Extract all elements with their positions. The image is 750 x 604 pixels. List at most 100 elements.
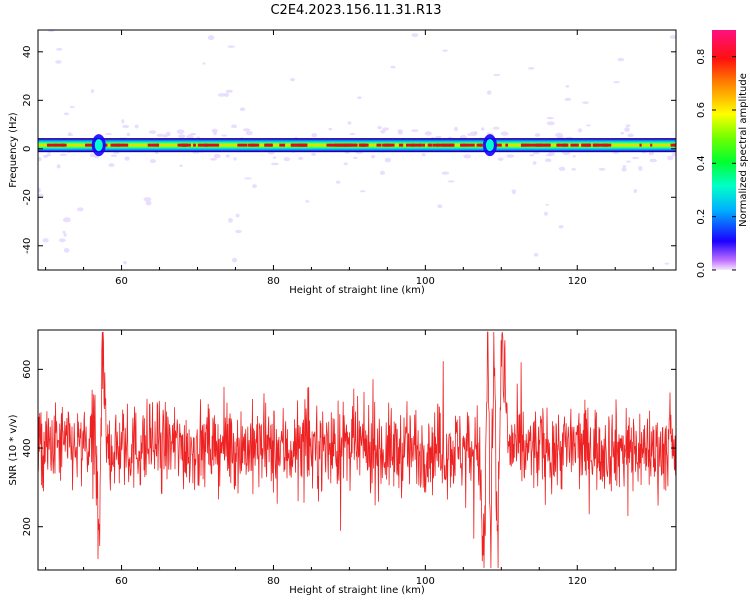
spectral-scatter-point xyxy=(233,157,237,161)
spectral-scatter-point xyxy=(564,97,572,101)
spectral-scatter-point xyxy=(176,129,185,135)
spectral-scatter-point xyxy=(424,131,432,136)
spectrogram-y-axis-label: Frequency (Hz) xyxy=(8,112,19,188)
spectral-band-peak xyxy=(183,143,188,147)
spectral-band-peak xyxy=(476,143,483,147)
spectral-band-peak xyxy=(204,143,208,147)
spectrogram-frame xyxy=(37,29,677,271)
spectral-band-peak xyxy=(556,143,567,147)
snr-content xyxy=(38,331,676,569)
spectral-scatter-point xyxy=(437,204,443,209)
spectrogram-x-axis-label: Height of straight line (km) xyxy=(289,285,425,296)
spectral-band-peak xyxy=(388,143,395,147)
spectral-band-peak xyxy=(64,143,67,147)
colorbar-tick-label: 0.4 xyxy=(696,155,707,171)
spectral-band-peak xyxy=(493,143,502,147)
spectral-band-peak xyxy=(205,143,210,147)
spectral-scatter-point xyxy=(47,30,55,32)
spectral-scatter-point xyxy=(543,211,548,216)
spectral-scatter-point xyxy=(62,230,66,234)
spectral-scatter-point xyxy=(178,134,186,139)
spectral-scatter-point xyxy=(380,129,386,134)
spectral-scatter-point xyxy=(532,161,537,165)
spectrogram-y-tick-label: 20 xyxy=(22,94,33,107)
spectral-band-peak xyxy=(326,143,332,147)
spectral-scatter-point xyxy=(252,184,257,189)
colorbar-axis: 0.0 0.2 0.4 0.6 0.8 xyxy=(696,49,736,278)
spectral-band-peak xyxy=(110,143,115,147)
spectral-scatter-point xyxy=(664,262,670,265)
spectral-scatter-point xyxy=(211,128,218,133)
spectral-scatter-point xyxy=(555,132,564,138)
colorbar-tick-label: 0.0 xyxy=(696,262,707,278)
spectral-band-peak xyxy=(522,143,528,147)
spectral-band-peak xyxy=(237,143,248,147)
spectrogram-content xyxy=(38,30,676,265)
spectral-scatter-point xyxy=(243,177,252,180)
spectral-scatter-point xyxy=(126,132,130,137)
spectral-scatter-point xyxy=(649,158,657,163)
colorbar: 0.0 0.2 0.4 0.6 0.8 Normalized spectral ampl… xyxy=(696,30,749,278)
spectral-feature-core xyxy=(94,139,103,152)
spectral-band-peak xyxy=(264,143,273,147)
spectral-scatter-point xyxy=(545,203,549,206)
spectral-scatter-point xyxy=(242,128,251,132)
colorbar-gradient xyxy=(712,30,736,270)
spectral-scatter-point xyxy=(469,131,478,137)
spectral-band-peak xyxy=(177,143,187,147)
snr-x-tick-label: 80 xyxy=(267,576,280,587)
spectral-band-peak xyxy=(255,143,260,147)
spectral-band-peak xyxy=(449,143,455,147)
spectral-scatter-point xyxy=(454,126,458,132)
spectral-scatter-point xyxy=(546,121,555,126)
spectral-scatter-point xyxy=(343,162,348,166)
spectral-scatter-point xyxy=(63,232,67,237)
spectral-band-peak xyxy=(650,143,653,147)
spectral-band-peak xyxy=(209,143,220,147)
spectral-scatter-point xyxy=(532,152,540,155)
spectral-band-peak xyxy=(344,143,352,147)
spectral-scatter-point xyxy=(121,119,125,124)
spectral-scatter-point xyxy=(305,200,310,203)
spectral-scatter-point xyxy=(534,133,541,137)
spectral-band-peak xyxy=(376,143,382,147)
spectral-scatter-point xyxy=(357,96,362,100)
spectral-scatter-point xyxy=(411,129,419,133)
spectral-band-peak xyxy=(462,143,468,147)
spectral-scatter-point xyxy=(69,105,75,109)
spectral-scatter-point xyxy=(217,93,226,97)
spectral-band-peak xyxy=(527,143,538,147)
spectral-scatter-point xyxy=(63,112,69,116)
spectral-band-peak xyxy=(670,143,676,147)
spectral-band-peak xyxy=(505,143,508,147)
spectral-scatter-point xyxy=(390,65,396,69)
spectral-scatter-point xyxy=(577,128,583,133)
spectral-scatter-point xyxy=(620,131,624,135)
figure-title: C2E4.2023.156.11.31.R13 xyxy=(270,3,441,18)
spectral-band-peak xyxy=(602,143,612,147)
spectral-feature-core xyxy=(485,139,494,152)
spectral-scatter-point xyxy=(565,85,570,88)
spectrogram-y-tick-label: 40 xyxy=(22,45,33,58)
spectral-scatter-point xyxy=(572,155,576,158)
spectral-scatter-point xyxy=(42,238,49,243)
spectral-scatter-point xyxy=(62,217,71,223)
spectral-scatter-point xyxy=(225,154,230,158)
spectral-scatter-point xyxy=(529,154,535,157)
spectral-scatter-point xyxy=(586,124,591,127)
spectral-scatter-point xyxy=(123,260,127,265)
spectrogram-axes: 60 80 100 120 -40 -20 0 20 40 xyxy=(22,30,676,287)
spectral-scatter-point xyxy=(38,156,42,162)
spectral-band-peak xyxy=(564,143,568,147)
spectral-scatter-point xyxy=(58,238,66,243)
spectral-band-peak xyxy=(674,143,676,147)
spectral-scatter-point xyxy=(493,73,501,77)
spectral-scatter-point xyxy=(89,153,95,158)
spectral-scatter-point xyxy=(397,130,403,135)
spectral-band-peak xyxy=(85,143,94,147)
spectrogram-x-tick-label: 60 xyxy=(115,276,128,287)
spectral-scatter-point xyxy=(124,156,130,161)
spectral-scatter-point xyxy=(379,170,386,175)
spectrogram-panel: 60 80 100 120 -40 -20 0 20 40 Height of straight… xyxy=(8,29,677,296)
